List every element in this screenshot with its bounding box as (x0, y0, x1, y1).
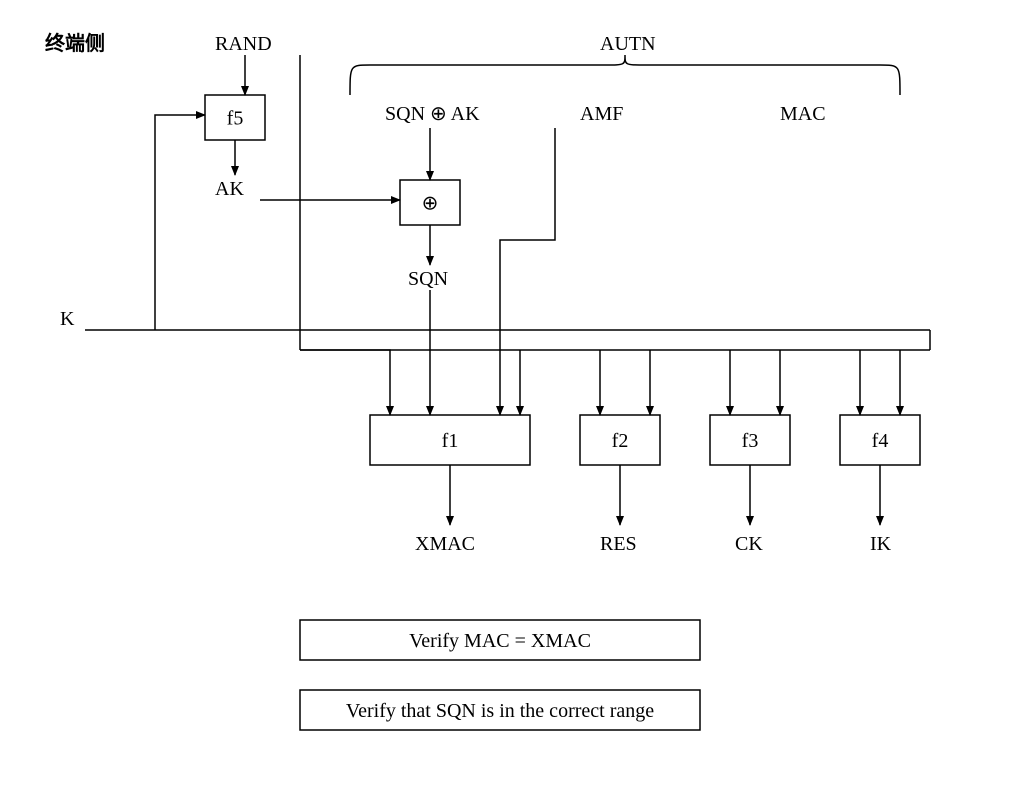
k-to-f5 (155, 115, 205, 330)
label-verify2: Verify that SQN is in the correct range (346, 700, 654, 722)
label-f5: f5 (227, 108, 244, 130)
label-sqn: SQN (408, 268, 448, 290)
label-ik: IK (870, 533, 892, 555)
label-xor: ⊕ (422, 193, 439, 215)
arrow-rand-to-f1 (300, 350, 390, 415)
label-sqn-xor-ak: SQN ⊕ AK (385, 103, 480, 125)
label-verify1: Verify MAC = XMAC (409, 630, 591, 652)
autn-brace (350, 55, 900, 95)
label-ck: CK (735, 533, 763, 555)
label-f3: f3 (742, 430, 759, 452)
label-amf: AMF (580, 103, 623, 125)
label-f2: f2 (612, 430, 629, 452)
arrow-amf-down (500, 128, 555, 415)
title-terminal-side: 终端侧 (45, 31, 105, 55)
label-rand: RAND (215, 33, 272, 55)
label-f4: f4 (872, 430, 889, 452)
label-mac: MAC (780, 103, 826, 125)
label-xmac: XMAC (415, 533, 475, 555)
label-res: RES (600, 533, 637, 555)
label-k: K (60, 308, 75, 330)
label-f1: f1 (442, 430, 459, 452)
diagram-canvas: 终端侧 RAND AUTN SQN ⊕ AK AMF MAC f5 ⊕ AK SQN Kf1 f2 f3… (0, 0, 1034, 812)
label-autn: AUTN (600, 33, 656, 55)
label-ak: AK (215, 178, 244, 200)
